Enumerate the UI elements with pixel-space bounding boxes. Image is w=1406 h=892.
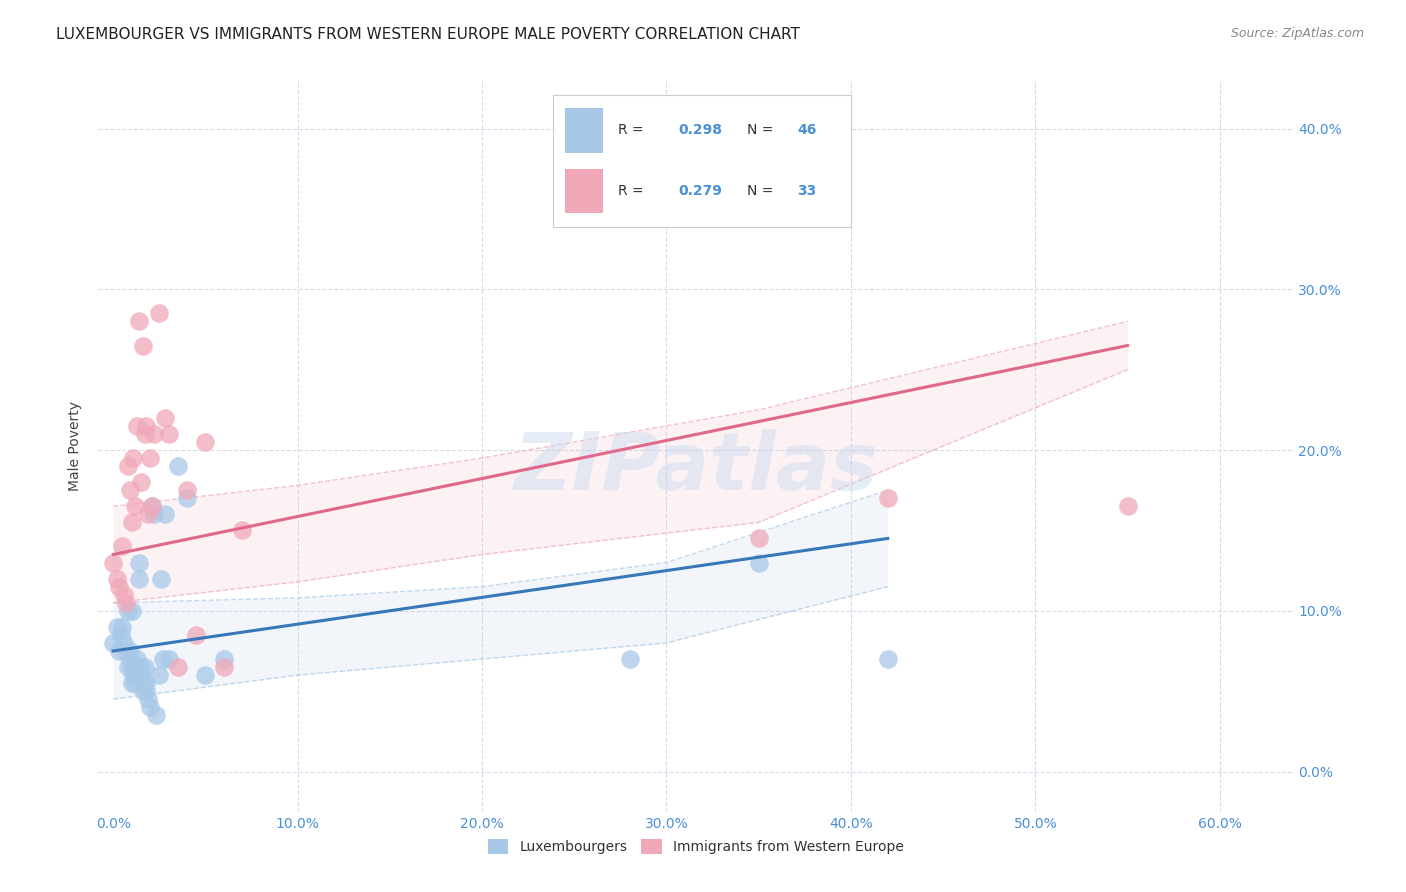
Point bbox=[127, 418, 149, 433]
Point bbox=[134, 660, 156, 674]
Point bbox=[115, 596, 138, 610]
Point bbox=[118, 483, 141, 498]
Point bbox=[111, 620, 134, 634]
Point bbox=[176, 491, 198, 506]
Point bbox=[117, 604, 139, 618]
Point bbox=[194, 434, 217, 449]
Point bbox=[107, 644, 129, 658]
Point bbox=[121, 676, 143, 690]
Point bbox=[117, 459, 139, 474]
Point bbox=[107, 580, 129, 594]
Y-axis label: Male Poverty: Male Poverty bbox=[69, 401, 83, 491]
Point bbox=[148, 306, 170, 320]
Point bbox=[121, 660, 143, 674]
Point bbox=[129, 475, 152, 490]
Point bbox=[127, 660, 149, 674]
Point bbox=[135, 676, 157, 690]
Point bbox=[136, 692, 159, 706]
Point bbox=[135, 684, 157, 698]
Point bbox=[150, 572, 173, 586]
Legend: Luxembourgers, Immigrants from Western Europe: Luxembourgers, Immigrants from Western E… bbox=[482, 834, 910, 860]
Point bbox=[145, 708, 167, 723]
Point bbox=[157, 652, 180, 666]
Point bbox=[876, 491, 898, 506]
Point bbox=[117, 660, 139, 674]
Point bbox=[619, 652, 641, 666]
Point bbox=[194, 668, 217, 682]
Point bbox=[748, 532, 770, 546]
Text: ZIPatlas: ZIPatlas bbox=[513, 429, 879, 507]
Point bbox=[748, 556, 770, 570]
Point bbox=[876, 652, 898, 666]
Point bbox=[124, 668, 146, 682]
Point bbox=[142, 426, 165, 441]
Point bbox=[139, 700, 162, 714]
Point bbox=[122, 668, 145, 682]
Point bbox=[127, 652, 149, 666]
Point bbox=[122, 660, 145, 674]
Point bbox=[136, 508, 159, 522]
Text: Source: ZipAtlas.com: Source: ZipAtlas.com bbox=[1230, 27, 1364, 40]
Point bbox=[101, 556, 124, 570]
Point bbox=[131, 684, 153, 698]
Point bbox=[186, 628, 208, 642]
Point bbox=[148, 668, 170, 682]
Point bbox=[141, 500, 163, 514]
Point bbox=[115, 644, 138, 658]
Point bbox=[111, 540, 134, 554]
Point bbox=[134, 426, 156, 441]
Point bbox=[166, 459, 188, 474]
Point bbox=[166, 660, 188, 674]
Point bbox=[112, 636, 135, 650]
Point bbox=[118, 652, 141, 666]
Point bbox=[129, 668, 152, 682]
Point bbox=[128, 572, 150, 586]
Point bbox=[1116, 500, 1139, 514]
Point bbox=[101, 636, 124, 650]
Point bbox=[152, 652, 174, 666]
Point bbox=[124, 500, 146, 514]
Point bbox=[112, 588, 135, 602]
Point bbox=[157, 426, 180, 441]
Point bbox=[139, 451, 162, 466]
Point bbox=[128, 556, 150, 570]
Point bbox=[121, 516, 143, 530]
Point bbox=[231, 524, 253, 538]
Point bbox=[118, 644, 141, 658]
Point bbox=[153, 508, 176, 522]
Point bbox=[212, 660, 235, 674]
Point bbox=[131, 676, 153, 690]
Point bbox=[105, 572, 128, 586]
Point bbox=[105, 620, 128, 634]
Point bbox=[153, 410, 176, 425]
Text: LUXEMBOURGER VS IMMIGRANTS FROM WESTERN EUROPE MALE POVERTY CORRELATION CHART: LUXEMBOURGER VS IMMIGRANTS FROM WESTERN … bbox=[56, 27, 800, 42]
Point bbox=[129, 660, 152, 674]
Point bbox=[131, 338, 153, 352]
Point bbox=[124, 676, 146, 690]
Point bbox=[110, 628, 132, 642]
Point bbox=[135, 418, 157, 433]
Point bbox=[176, 483, 198, 498]
Point bbox=[122, 451, 145, 466]
Point bbox=[141, 500, 163, 514]
Point bbox=[142, 508, 165, 522]
Point bbox=[128, 314, 150, 328]
Point bbox=[121, 604, 143, 618]
Point bbox=[212, 652, 235, 666]
